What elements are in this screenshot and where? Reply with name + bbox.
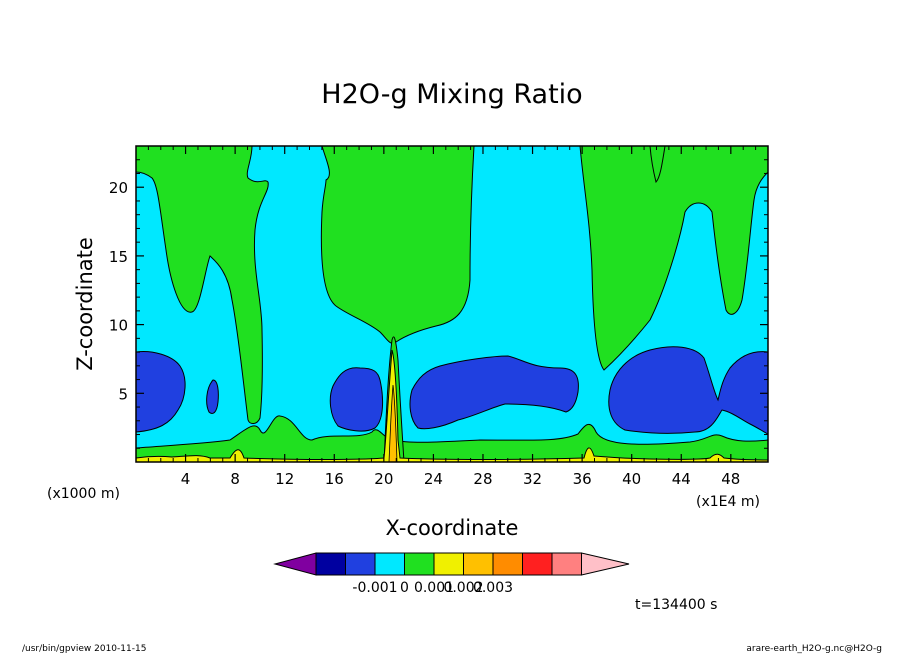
- x-tick-label: 36: [573, 470, 592, 488]
- y-tick-label: 5: [118, 385, 128, 403]
- green-region-right-spike: [649, 146, 666, 183]
- colorbar-label: 0.001: [414, 580, 454, 596]
- time-label: t=134400 s: [635, 597, 717, 613]
- y-tick-label: 10: [109, 317, 128, 335]
- x-tick-label: 32: [523, 470, 542, 488]
- footer-right: arare-earth_H2O-g.nc@H2O-g: [746, 644, 882, 654]
- x-tick-label: 8: [230, 470, 240, 488]
- x-tick-label: 48: [721, 470, 740, 488]
- colorbar-min-arrow: [273, 552, 317, 576]
- colorbar-segment: [345, 552, 376, 576]
- colorbar-segment: [522, 552, 553, 576]
- colorbar-segment: [404, 552, 435, 576]
- colorbar-label: 0.003: [473, 580, 513, 596]
- colorbar-segment: [433, 552, 464, 576]
- blue-region-center-left: [329, 367, 384, 432]
- blue-region-center: [409, 355, 579, 430]
- colorbar-segment: [315, 552, 346, 576]
- y-axis-label: Z-coordinate: [73, 237, 97, 371]
- green-region-center: [320, 146, 475, 344]
- colorbar-max-arrow: [581, 552, 630, 576]
- y-tick-label: 20: [109, 179, 128, 197]
- colorbar-segment: [463, 552, 494, 576]
- colorbar-segment: [492, 552, 523, 576]
- blue-region-left: [136, 351, 186, 433]
- colorbar-label: -0.001: [352, 580, 397, 596]
- x-tick-label: 16: [325, 470, 344, 488]
- x-tick-label: 28: [473, 470, 492, 488]
- plot-area: [136, 146, 768, 462]
- colorbar-segment: [551, 552, 582, 576]
- colorbar-label: 0: [400, 580, 409, 596]
- x-axis-label: X-coordinate: [386, 516, 519, 540]
- blue-region-right: [608, 346, 768, 435]
- footer-left: /usr/bin/gpview 2010-11-15: [22, 644, 146, 654]
- chart-title: H2O-g Mixing Ratio: [321, 79, 582, 110]
- x-tick-label: 4: [181, 470, 191, 488]
- green-region-right: [579, 146, 768, 371]
- x-tick-label: 44: [672, 470, 691, 488]
- x-tick-label: 20: [374, 470, 393, 488]
- orange-core: [388, 384, 398, 462]
- green-region-left: [136, 146, 269, 424]
- y-tick-label: 15: [109, 248, 128, 266]
- x-unit-left: (x1000 m): [47, 486, 120, 502]
- x-unit-right: (x1E4 m): [696, 494, 760, 510]
- x-tick-label: 24: [424, 470, 443, 488]
- yellow-region-base: [136, 349, 768, 462]
- colorbar-segment: [374, 552, 405, 576]
- x-tick-label: 40: [622, 470, 641, 488]
- plot-frame: [135, 145, 769, 463]
- x-tick-label: 12: [275, 470, 294, 488]
- colorbar-label: 0.002: [443, 580, 483, 596]
- blue-region-small: [206, 379, 219, 415]
